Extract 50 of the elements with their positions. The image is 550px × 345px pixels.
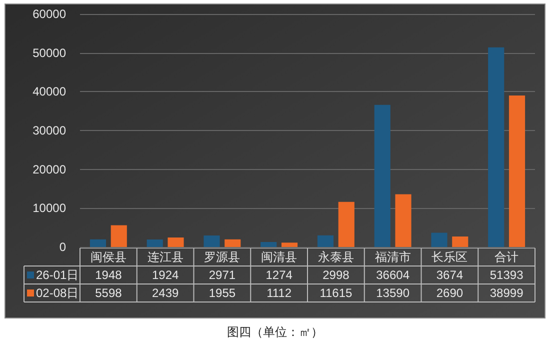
y-tick-label: 0 <box>59 240 66 254</box>
bar <box>431 232 448 247</box>
legend-label: 26-01日 <box>36 268 79 282</box>
legend-label: 02-08日 <box>36 286 79 300</box>
x-tick-label: 闽清县 <box>261 250 298 264</box>
bar <box>338 202 354 247</box>
y-tick-label: 30000 <box>32 124 66 138</box>
bar <box>110 225 127 247</box>
data-label: 3674 <box>436 268 464 282</box>
data-label: 38999 <box>490 286 524 300</box>
x-tick-label: 闽侯县 <box>90 250 126 264</box>
bar <box>146 240 163 247</box>
y-tick-label: 20000 <box>32 162 66 176</box>
data-label: 5598 <box>95 286 122 300</box>
y-tick-label: 50000 <box>32 46 66 60</box>
y-tick-label: 40000 <box>32 84 66 99</box>
data-label: 1955 <box>208 286 236 300</box>
x-tick-label: 长乐区 <box>432 250 468 264</box>
data-label: 1948 <box>95 268 122 282</box>
bar <box>508 96 526 247</box>
data-label: 36604 <box>376 268 410 282</box>
data-label: 2690 <box>436 286 464 300</box>
data-label: 2971 <box>208 268 236 282</box>
y-tick-label: 10000 <box>32 201 66 216</box>
data-label: 1112 <box>266 286 292 300</box>
bar <box>317 235 334 247</box>
data-label: 13590 <box>376 286 410 300</box>
bar <box>452 236 468 247</box>
x-tick-label: 福清市 <box>374 250 411 264</box>
bar <box>260 242 277 247</box>
data-label: 51393 <box>490 268 524 282</box>
bar <box>90 239 106 247</box>
x-tick-label: 合计 <box>494 250 519 264</box>
data-label: 11615 <box>320 286 352 300</box>
bar <box>224 239 241 247</box>
bar <box>204 235 220 247</box>
text: 图四（单位：㎡） <box>227 325 323 339</box>
data-label: 2439 <box>152 286 179 300</box>
y-tick-label: 60000 <box>32 7 66 21</box>
bar <box>374 104 390 247</box>
x-tick-label: 罗源县 <box>204 250 240 264</box>
bar <box>488 47 504 247</box>
x-tick-label: 永泰县 <box>318 250 354 264</box>
data-label: 2998 <box>322 268 350 282</box>
bar <box>281 242 298 247</box>
bar <box>395 194 412 247</box>
x-tick-label: 连江县 <box>147 250 184 264</box>
bar <box>168 238 184 247</box>
data-label: 1924 <box>152 268 179 282</box>
data-label: 1274 <box>266 268 293 282</box>
